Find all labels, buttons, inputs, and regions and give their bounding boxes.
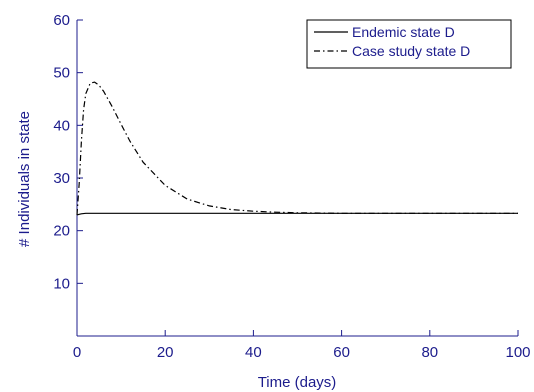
x-tick-label: 80 [421,344,438,361]
y-axis-label: # Individuals in state [16,111,33,247]
y-tick-label: 20 [53,223,70,240]
legend: Endemic state D Case study state D [306,19,512,69]
series-lines [76,81,518,216]
y-tick-label: 60 [53,12,70,29]
x-axis-label: Time (days) [258,374,337,391]
x-tick-label: 20 [157,344,174,361]
x-tick-label: 100 [505,344,530,361]
legend-box [306,19,512,69]
y-tick-label: 50 [53,65,70,82]
y-tick-label: 40 [53,117,70,134]
x-tick-label: 0 [73,344,81,361]
x-tick-label: 60 [333,344,350,361]
legend-label-endemic: Endemic state D [352,24,455,40]
series-line-case-study [76,81,518,215]
y-tick-label: 30 [53,170,70,187]
y-tick-label: 10 [53,275,70,292]
x-tick-label: 40 [245,344,262,361]
x-axis-ticks: 0 20 40 60 80 100 [73,330,531,361]
legend-label-case-study: Case study state D [352,43,470,59]
y-axis-ticks: 10 20 30 40 50 60 [53,12,83,292]
